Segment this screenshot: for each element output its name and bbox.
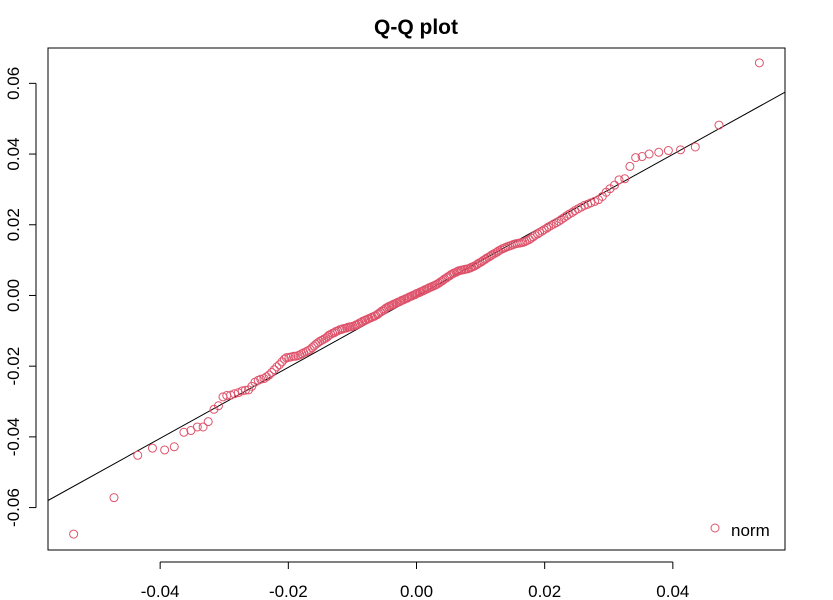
- qq-point: [133, 450, 143, 460]
- qq-point: [533, 229, 543, 239]
- x-tick-label: 0.02: [528, 582, 561, 600]
- qq-point: [256, 374, 266, 384]
- qq-point: [676, 145, 686, 155]
- qq-point: [610, 180, 620, 190]
- qq-point: [663, 146, 673, 156]
- y-tick-label: -0.06: [4, 488, 23, 527]
- qq-point: [387, 300, 397, 310]
- x-tick-label: -0.02: [269, 582, 308, 600]
- qq-point: [690, 142, 700, 152]
- qq-point: [542, 223, 552, 233]
- qq-point: [625, 161, 635, 171]
- qq-point: [644, 149, 654, 159]
- y-tick-label: 0.00: [4, 279, 23, 312]
- qq-point: [620, 174, 630, 184]
- qq-point: [654, 147, 664, 157]
- legend: norm: [710, 521, 770, 540]
- qq-point: [394, 297, 404, 307]
- qq-point: [272, 362, 282, 372]
- plot-area: [48, 58, 785, 539]
- y-tick-label: 0.02: [4, 208, 23, 241]
- qq-point: [203, 417, 213, 427]
- qq-point: [417, 286, 427, 296]
- qq-point: [69, 529, 79, 539]
- qq-point: [546, 220, 556, 230]
- qq-point: [544, 222, 554, 232]
- qq-point: [267, 368, 277, 378]
- qq-point: [240, 385, 250, 395]
- qq-point: [549, 219, 559, 229]
- qq-point: [535, 228, 545, 238]
- qq-point: [192, 422, 202, 432]
- qq-point: [539, 225, 549, 235]
- qq-point: [537, 226, 547, 236]
- qq-point: [631, 153, 641, 163]
- qq-point: [437, 276, 447, 286]
- y-tick-label: -0.02: [4, 347, 23, 386]
- qq-point: [279, 354, 289, 364]
- plot-frame: [47, 47, 786, 551]
- x-axis: -0.04 -0.02 0.00 0.02 0.04: [141, 561, 689, 600]
- qq-point: [422, 284, 432, 294]
- qq-point: [169, 442, 179, 452]
- qq-point: [147, 443, 157, 453]
- qq-point: [274, 360, 284, 370]
- y-tick-label: 0.04: [4, 138, 23, 171]
- qq-point: [198, 422, 208, 432]
- qq-point: [714, 120, 724, 130]
- qq-point: [614, 175, 624, 185]
- y-tick-label: 0.06: [4, 67, 23, 100]
- qq-point: [109, 493, 119, 503]
- qq-point: [530, 230, 540, 240]
- qq-point: [410, 290, 420, 300]
- legend-marker: [710, 523, 720, 533]
- qq-point: [237, 386, 247, 396]
- qq-point: [586, 198, 596, 208]
- x-tick-label: -0.04: [141, 582, 180, 600]
- y-axis: -0.06 -0.04 -0.02 0.00 0.02 0.04 0.06: [4, 67, 37, 527]
- qq-point: [754, 58, 764, 68]
- qq-point: [528, 232, 538, 242]
- qq-point: [213, 401, 223, 411]
- x-tick-label: 0.04: [656, 582, 689, 600]
- qq-point: [402, 293, 412, 303]
- qq-point: [179, 427, 189, 437]
- qq-point: [264, 370, 274, 380]
- qq-point: [160, 445, 170, 455]
- y-tick-label: -0.04: [4, 417, 23, 456]
- chart-title: Q-Q plot: [374, 16, 458, 39]
- qq-point: [551, 218, 561, 228]
- qq-point: [229, 389, 239, 399]
- x-tick-label: 0.00: [400, 582, 433, 600]
- legend-label: norm: [731, 521, 770, 540]
- qq-point: [269, 365, 279, 375]
